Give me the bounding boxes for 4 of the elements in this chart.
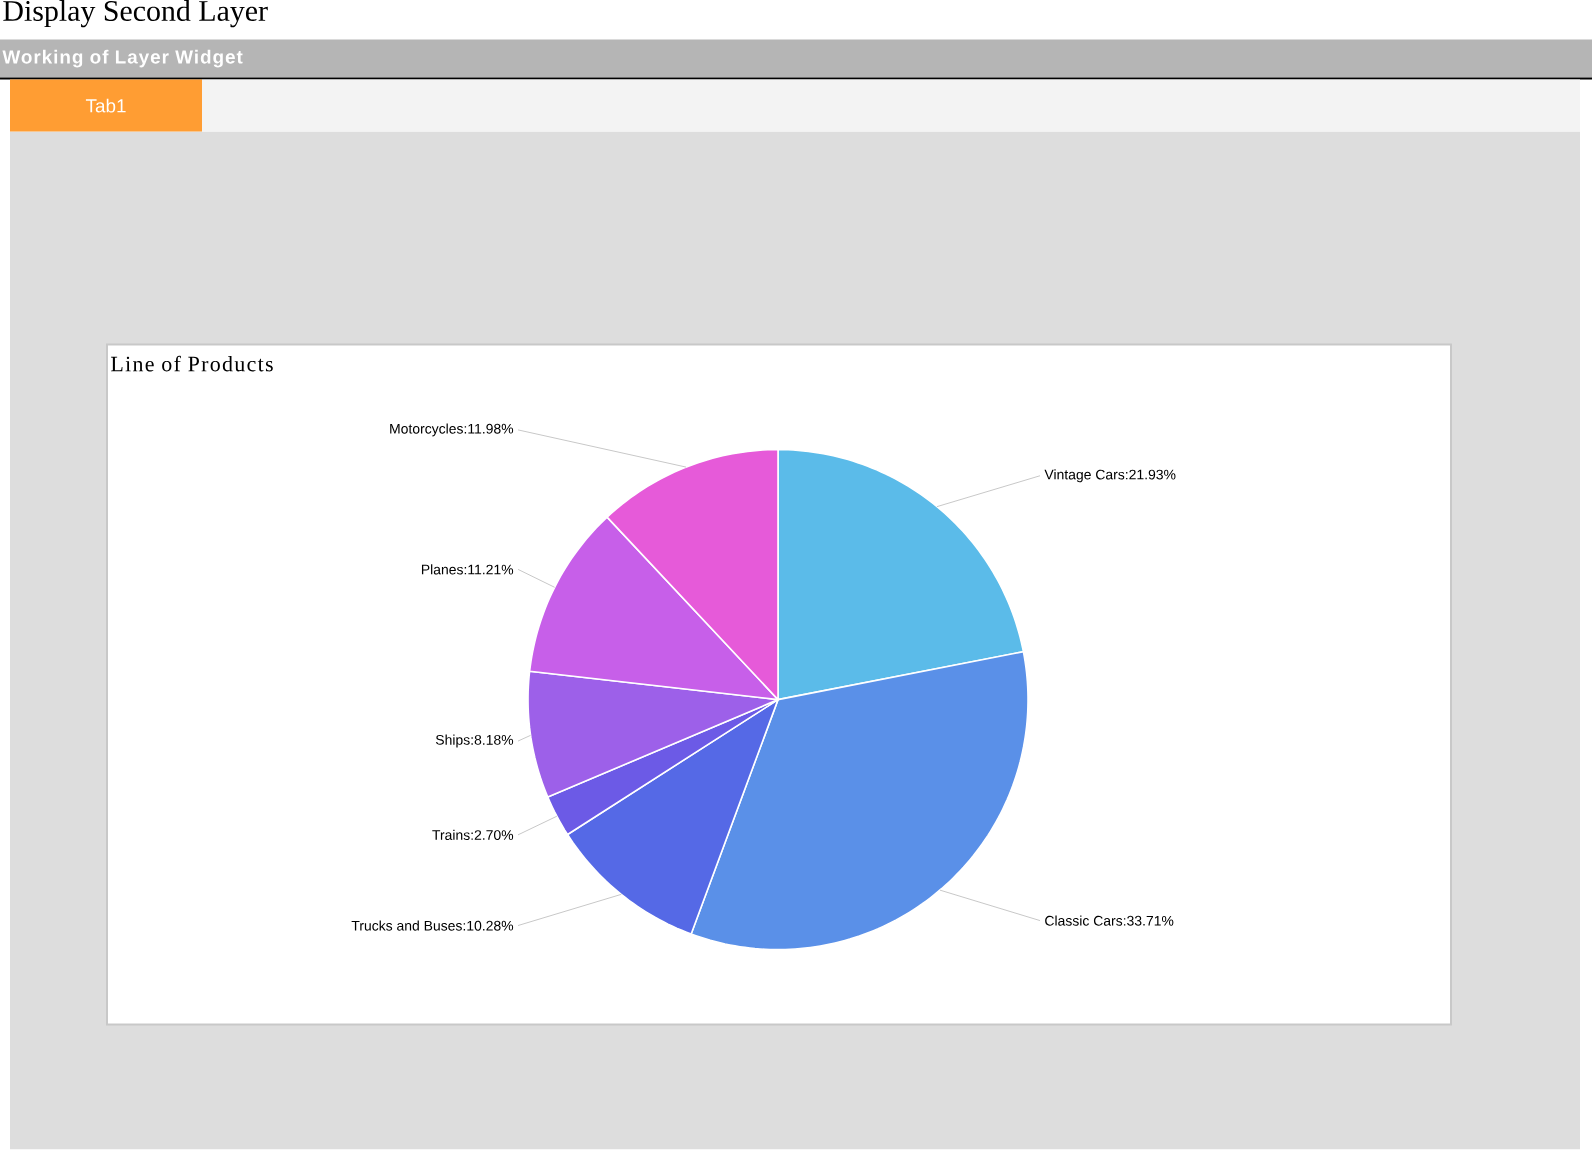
chart-title: Line of Products (111, 355, 273, 372)
text: Display Second Layer (3, 0, 268, 28)
text: Working of Layer Widget (2, 49, 243, 68)
text: Tab1 (85, 98, 126, 113)
